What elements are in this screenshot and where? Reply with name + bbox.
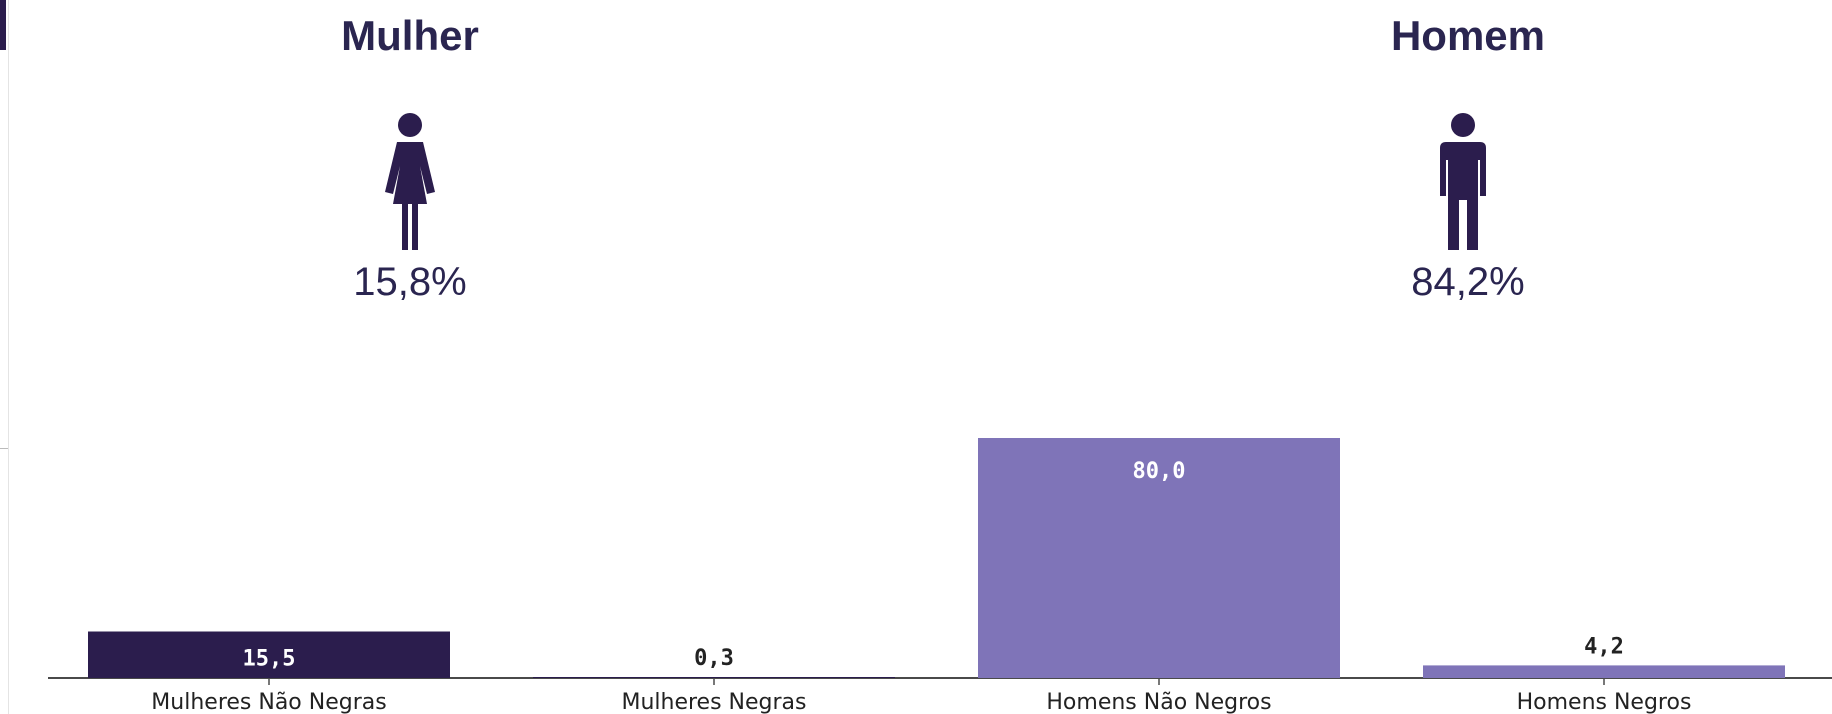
bar-0 bbox=[88, 631, 450, 678]
left-tick bbox=[0, 448, 8, 449]
group-title-mulher: Mulher bbox=[341, 12, 479, 59]
group-percent-mulher: 15,8% bbox=[353, 260, 467, 304]
accent-bar bbox=[0, 0, 6, 50]
value-label-0: 15,5 bbox=[243, 647, 296, 672]
bar-2 bbox=[978, 438, 1340, 678]
woman-icon bbox=[385, 113, 435, 250]
bar-3 bbox=[1423, 665, 1785, 678]
category-label-0: Mulheres Não Negras bbox=[151, 690, 386, 714]
category-label-2: Homens Não Negros bbox=[1046, 690, 1271, 714]
value-label-2: 80,0 bbox=[1133, 459, 1186, 484]
group-title-homem: Homem bbox=[1390, 12, 1546, 59]
bar-1 bbox=[533, 677, 895, 678]
value-label-3: 4,2 bbox=[1584, 634, 1624, 659]
group-percent-homem: 84,2% bbox=[1411, 260, 1525, 304]
left-rule bbox=[8, 0, 9, 714]
category-label-1: Mulheres Negras bbox=[621, 690, 806, 714]
man-icon bbox=[1440, 113, 1486, 250]
category-label-3: Homens Negros bbox=[1517, 690, 1692, 714]
value-label-1: 0,3 bbox=[694, 646, 734, 671]
